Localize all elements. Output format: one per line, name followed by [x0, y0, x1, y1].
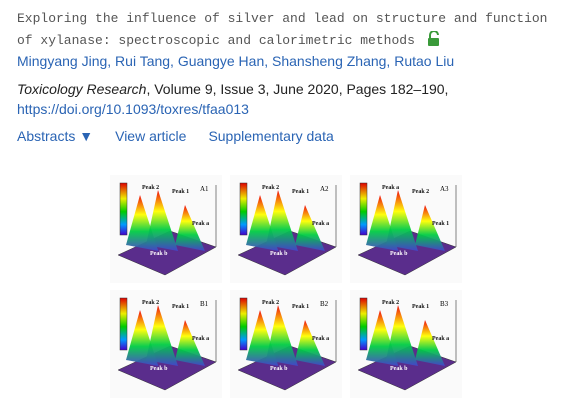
peak-label: Peak 2: [262, 185, 279, 191]
panel-label: B2: [320, 300, 329, 308]
peak-label: Peak a: [382, 185, 399, 191]
peak-surface: [415, 205, 445, 251]
details: , Volume 9, Issue 3, June 2020, Pages 18…: [146, 81, 449, 97]
citation: Toxicology Research, Volume 9, Issue 3, …: [17, 79, 448, 119]
peak-label: Peak b: [150, 251, 168, 257]
peak-label: Peak 1: [412, 304, 429, 310]
links: Abstracts ▼ View article Supplementary dat…: [17, 128, 356, 144]
peak-label: Peak 2: [142, 185, 159, 191]
nav-link[interactable]: Abstracts ▼: [17, 128, 94, 144]
title-block: Exploring the influence of silver and le…: [17, 8, 567, 52]
panel-label: B3: [440, 300, 449, 308]
peak-label: Peak 1: [292, 189, 309, 195]
peak-surface: [415, 320, 445, 366]
peak-surface: [266, 305, 298, 366]
figure: A1 Peak 2 Peak 1 Peak a Peak b A2 Peak 2 Peak 1…: [110, 175, 462, 398]
open-access-icon: [427, 30, 439, 46]
peak-surface: [175, 205, 205, 251]
panel-label: B1: [200, 300, 209, 308]
peak-label: Peak a: [312, 336, 329, 342]
colorbar: [119, 297, 128, 351]
article-title: Exploring the influence of silver and le…: [17, 11, 548, 48]
colorbar: [359, 297, 368, 351]
peak-surface: [386, 190, 418, 251]
peak-surface: [295, 320, 325, 366]
peak-surface: [175, 320, 205, 366]
peak-label: Peak b: [150, 366, 168, 372]
colorbar: [119, 182, 128, 236]
nav-link[interactable]: View article: [115, 128, 187, 144]
peak-label: Peak b: [390, 251, 408, 257]
peak-label: Peak 1: [432, 221, 449, 227]
peak-surface: [386, 305, 418, 366]
peak-label: Peak a: [312, 221, 329, 227]
panel-label: A3: [440, 185, 449, 193]
colorbar: [359, 182, 368, 236]
peak-label: Peak a: [432, 336, 449, 342]
peak-label: Peak a: [192, 221, 209, 227]
peak-label: Peak 2: [382, 300, 399, 306]
peak-label: Peak 2: [262, 300, 279, 306]
panel-label: A1: [200, 185, 209, 193]
peak-surface: [146, 190, 178, 251]
journal: Toxicology Research: [17, 81, 147, 97]
nav-link[interactable]: Supplementary data: [208, 128, 334, 144]
doi-link[interactable]: https://doi.org/10.1093/toxres/tfaa013: [17, 101, 249, 117]
peak-label: Peak 2: [412, 189, 429, 195]
colorbar: [239, 182, 248, 236]
peak-label: Peak 2: [142, 300, 159, 306]
panel-label: A2: [320, 185, 329, 193]
authors[interactable]: Mingyang Jing, Rui Tang, Guangye Han, Sh…: [17, 53, 455, 69]
peak-surface: [295, 205, 325, 251]
peak-label: Peak 1: [292, 304, 309, 310]
peak-label: Peak 1: [172, 189, 189, 195]
peak-label: Peak b: [270, 366, 288, 372]
peak-surface: [146, 305, 178, 366]
peak-label: Peak 1: [172, 304, 189, 310]
peak-surface: [266, 190, 298, 251]
peak-label: Peak b: [390, 366, 408, 372]
colorbar: [239, 297, 248, 351]
peak-label: Peak b: [270, 251, 288, 257]
peak-label: Peak a: [192, 336, 209, 342]
